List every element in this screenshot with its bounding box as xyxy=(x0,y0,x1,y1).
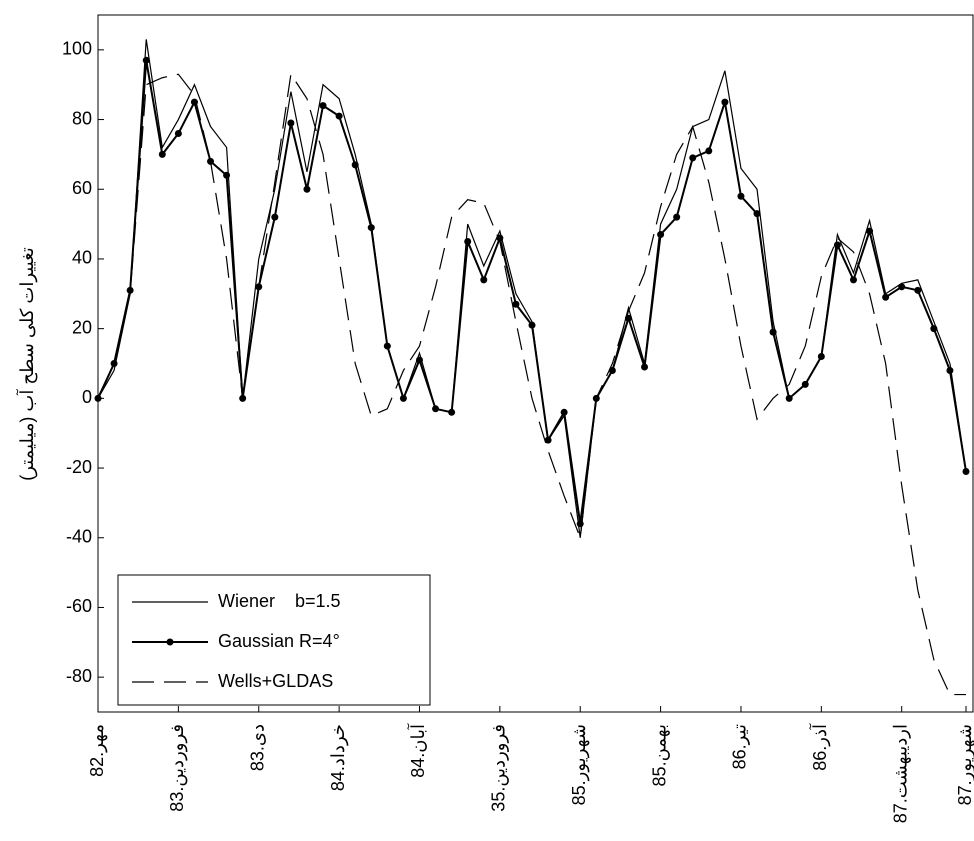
y-tick-label: 100 xyxy=(62,39,92,59)
data-point xyxy=(817,353,825,361)
x-tick-label: 82.مهر xyxy=(87,724,108,777)
y-tick-label: 20 xyxy=(72,317,92,337)
data-point xyxy=(415,356,423,364)
x-tick-label: 87.شهریور xyxy=(955,724,974,805)
series-line xyxy=(97,72,966,696)
data-point xyxy=(464,238,472,246)
data-point xyxy=(480,276,488,284)
data-point xyxy=(946,366,954,374)
x-tick-label: 85.بهمن xyxy=(649,724,670,786)
data-point xyxy=(367,224,375,232)
legend-marker xyxy=(166,638,174,646)
x-tick-label: 86.آذر xyxy=(809,723,831,771)
data-point xyxy=(287,119,295,127)
series-line xyxy=(97,60,967,524)
data-point xyxy=(158,150,166,158)
x-tick-label: 35.فروردین xyxy=(489,724,510,812)
data-point xyxy=(833,241,841,249)
y-tick-label: -20 xyxy=(66,457,92,477)
data-point xyxy=(641,363,649,371)
data-point xyxy=(512,300,520,308)
data-point xyxy=(801,380,809,388)
y-tick-label: 60 xyxy=(72,178,92,198)
data-point xyxy=(898,283,906,291)
x-tick-label: 83.دی xyxy=(247,724,267,771)
legend-label: Gaussian R=4° xyxy=(218,631,340,651)
data-point xyxy=(930,325,938,333)
data-point xyxy=(174,129,182,137)
data-point xyxy=(721,98,729,106)
x-tick-label: 85.شهریور xyxy=(569,724,590,805)
y-axis-label: تغییرات کلی سطح آب (میلیمتر) xyxy=(16,247,38,481)
data-point xyxy=(335,112,343,120)
y-tick-label: 0 xyxy=(82,387,92,407)
data-point xyxy=(914,286,922,294)
data-point xyxy=(705,147,713,155)
data-point xyxy=(849,276,857,284)
data-point xyxy=(255,283,263,291)
data-point xyxy=(432,405,440,413)
x-tick-label: 87.اردیبهشت xyxy=(890,724,911,823)
data-point xyxy=(223,171,231,179)
y-tick-label: -40 xyxy=(66,527,92,547)
legend-label: Wiener b=1.5 xyxy=(218,591,341,611)
data-point xyxy=(673,213,681,221)
data-point xyxy=(560,408,568,416)
data-point xyxy=(319,102,327,110)
x-tick-label: 84.آبان xyxy=(407,723,428,778)
y-tick-label: 40 xyxy=(72,248,92,268)
data-point xyxy=(351,161,359,169)
plot-frame xyxy=(97,14,974,713)
data-point xyxy=(271,213,279,221)
data-point xyxy=(528,321,536,329)
data-point xyxy=(657,231,665,239)
legend-label: Wells+GLDAS xyxy=(218,671,333,691)
data-point xyxy=(769,328,777,336)
series-line xyxy=(97,39,967,538)
data-point xyxy=(753,210,761,218)
data-point xyxy=(142,56,150,64)
y-tick-label: 80 xyxy=(72,108,92,128)
y-tick-label: -60 xyxy=(66,596,92,616)
data-point xyxy=(882,293,890,301)
data-point xyxy=(689,154,697,162)
data-point xyxy=(624,314,632,322)
data-point xyxy=(544,436,552,444)
data-point xyxy=(399,394,407,402)
y-tick-label: -80 xyxy=(66,666,92,686)
data-point xyxy=(785,394,793,402)
data-point xyxy=(383,342,391,350)
data-point xyxy=(737,192,745,200)
x-tick-label: 84.خرداد xyxy=(328,724,349,791)
data-point xyxy=(448,408,456,416)
x-tick-label: 86.تیر xyxy=(730,724,751,769)
data-point xyxy=(303,185,311,193)
x-tick-label: 83.فروردین xyxy=(167,724,188,812)
data-point xyxy=(866,227,874,235)
data-point xyxy=(962,468,970,476)
